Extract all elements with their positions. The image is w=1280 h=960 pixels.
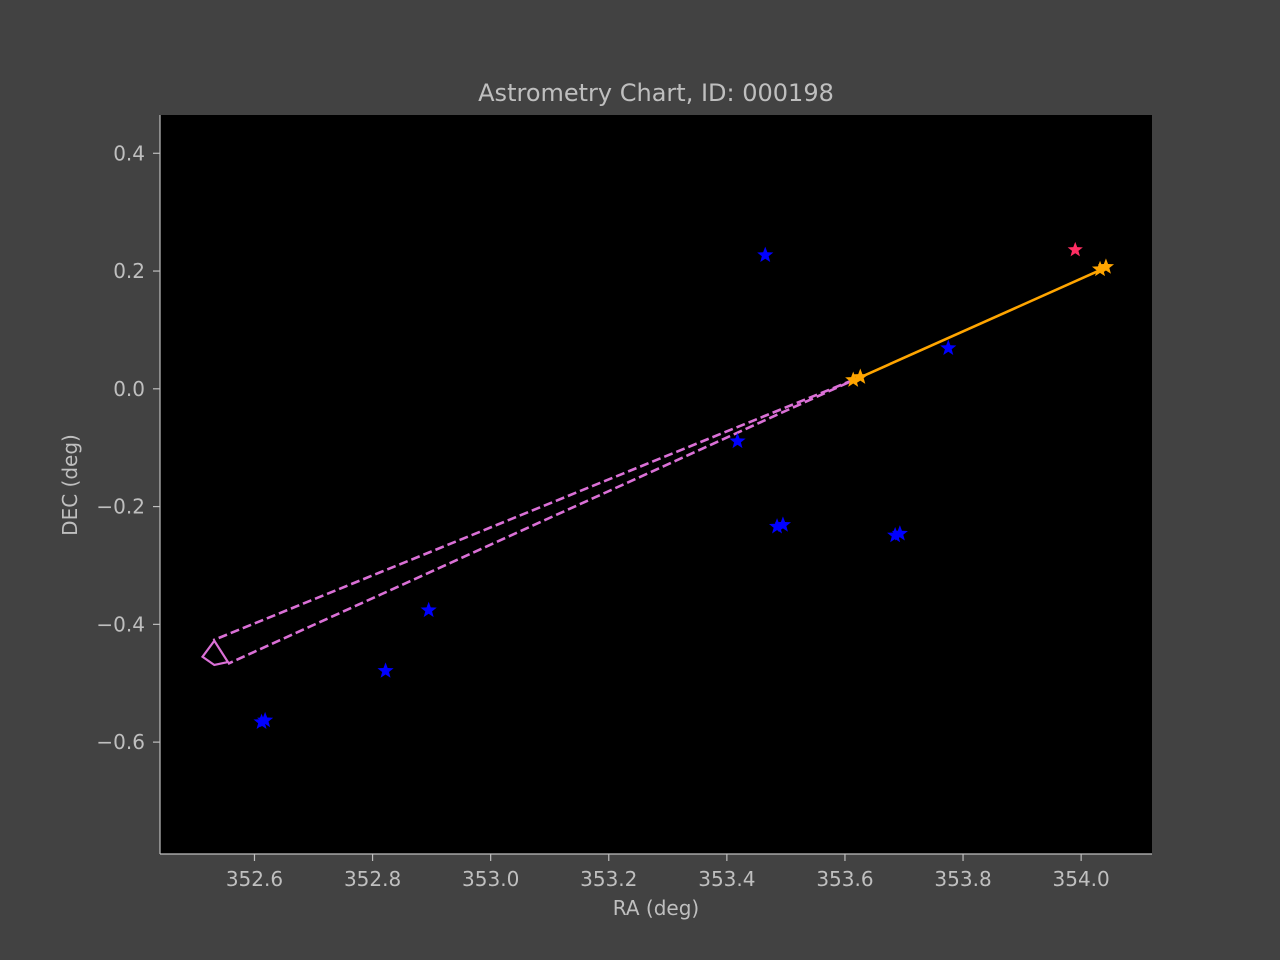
star-point-4 [768, 518, 786, 534]
chart-title: Astrometry Chart, ID: 000198 [478, 79, 834, 107]
y-tick-label: −0.6 [96, 730, 145, 754]
x-tick-label: 353.6 [816, 867, 873, 891]
x-tick-label: 352.6 [226, 867, 283, 891]
star-point-3 [729, 432, 746, 449]
star-point-5 [774, 516, 792, 532]
projection-line-1 [212, 378, 854, 642]
track-line [855, 266, 1106, 381]
y-tick-label: 0.0 [113, 377, 145, 401]
y-tick-label: 0.2 [113, 259, 145, 283]
projection-box [200, 638, 230, 667]
track-point-3 [1091, 260, 1109, 277]
plot-area [160, 115, 1152, 854]
y-tick-label: −0.2 [96, 495, 145, 519]
x-tick-label: 353.2 [580, 867, 637, 891]
star-point-2 [940, 339, 957, 356]
data-layer [200, 241, 1115, 729]
ticks-layer: 352.6 352.8 353.0 353.2 353.4 353.6 353.8 354.0… [96, 141, 1109, 891]
x-tick-label: 352.8 [344, 867, 401, 891]
x-tick-label: 353.4 [698, 867, 755, 891]
track-point-4 [1097, 258, 1115, 274]
y-tick-label: 0.4 [113, 141, 145, 165]
projection-line-2 [227, 375, 861, 665]
star-point-6 [887, 526, 904, 543]
star-point-9 [377, 662, 394, 678]
track-point-1 [845, 371, 862, 387]
star-point-7 [891, 525, 908, 541]
star-point-1 [757, 246, 774, 263]
star-point-11 [253, 713, 270, 729]
x-tick-label: 353.0 [462, 867, 519, 891]
x-tick-label: 353.8 [934, 867, 991, 891]
star-point-8 [420, 601, 437, 618]
x-axis-label: RA (deg) [613, 896, 699, 920]
x-tick-label: 354.0 [1053, 867, 1110, 891]
target-point-1 [1067, 241, 1083, 257]
y-tick-label: −0.4 [96, 612, 145, 636]
y-axis-label: DEC (deg) [58, 434, 82, 536]
track-point-2 [852, 368, 869, 384]
